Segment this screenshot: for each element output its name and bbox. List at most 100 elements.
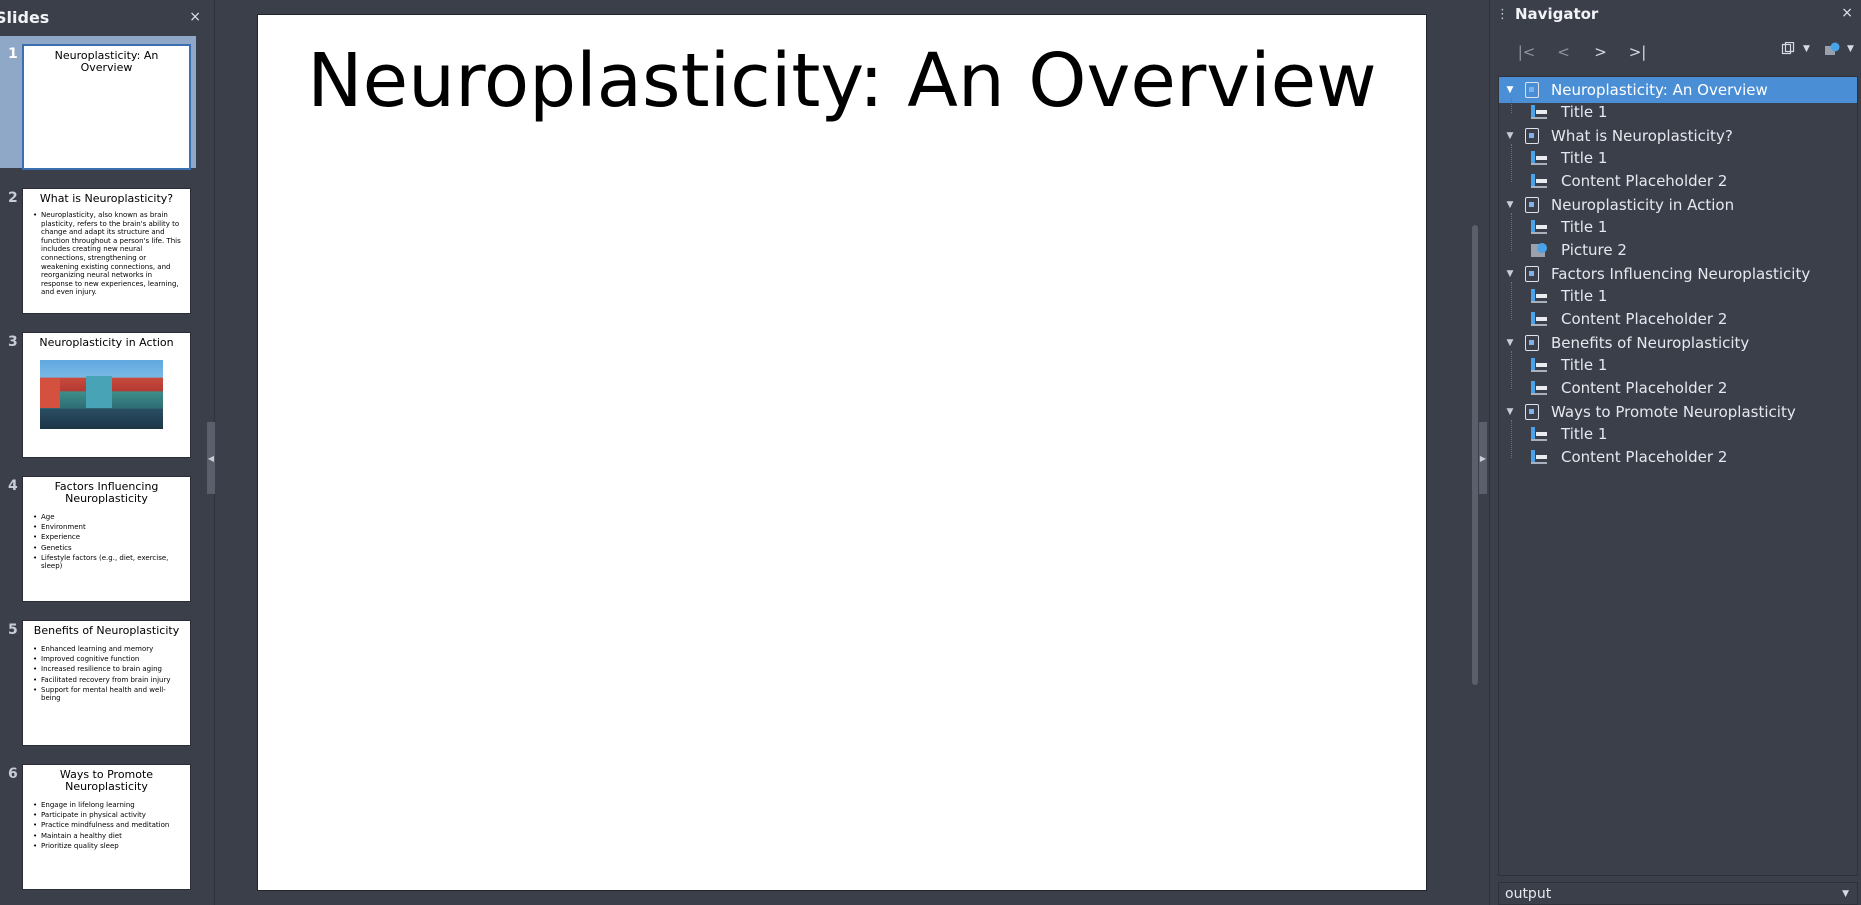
slide-thumbnail-row[interactable]: 3 Neuroplasticity in Action	[0, 324, 196, 458]
slide-thumbnail[interactable]: What is Neuroplasticity? Neuroplasticity,…	[22, 188, 191, 314]
navigator-slide-item[interactable]: ▼ Benefits of Neuroplasticity	[1499, 330, 1857, 356]
slide-title[interactable]: Neuroplasticity: An Overview	[258, 39, 1426, 123]
text-shape-icon	[1529, 380, 1549, 396]
picture-icon-circle	[1537, 242, 1547, 253]
picture-icon	[1529, 242, 1549, 258]
navigator-shape-item[interactable]: Content Placeholder 2	[1499, 445, 1857, 468]
slide-page-icon	[1525, 128, 1539, 144]
expand-toggle-icon[interactable]: ▼	[1506, 85, 1514, 95]
navigator-close-icon[interactable]: ×	[1841, 5, 1853, 21]
vertical-scrollbar-thumb[interactable]	[1472, 225, 1478, 685]
collapse-slides-pane-icon[interactable]: ◀	[207, 422, 215, 494]
navigator-shape-item[interactable]: Content Placeholder 2	[1499, 307, 1857, 330]
text-shape-icon-bar	[1536, 178, 1547, 183]
navigator-slide-item[interactable]: ▼ Factors Influencing Neuroplasticity	[1499, 261, 1857, 287]
text-shape-icon-bar	[1531, 357, 1535, 372]
drag-mode-svg	[1781, 42, 1795, 55]
navigator-shape-label: Content Placeholder 2	[1561, 447, 1728, 466]
navigator-slide-item[interactable]: ▼ Neuroplasticity: An Overview	[1499, 77, 1857, 103]
slide-thumbnail[interactable]: Factors Influencing NeuroplasticityAgeEn…	[22, 476, 191, 602]
navigator-picture-item[interactable]: Picture 2	[1499, 238, 1857, 261]
slide-thumbnail-title: Benefits of Neuroplasticity	[33, 624, 180, 637]
text-shape-icon-bar	[1531, 392, 1547, 395]
text-shape-icon-bar	[1531, 380, 1535, 395]
tree-guide-line	[1511, 98, 1512, 113]
text-shape-icon-bar	[1536, 224, 1547, 229]
navigator-slide-item[interactable]: ▼ Neuroplasticity in Action	[1499, 192, 1857, 218]
text-shape-icon-bar	[1531, 104, 1535, 119]
text-shape-icon-bar	[1531, 219, 1535, 234]
navigator-shape-item[interactable]: Title 1	[1499, 422, 1857, 445]
next-slide-button[interactable]: >	[1582, 38, 1619, 66]
slide-thumbnail-bullet: Prioritize quality sleep	[33, 842, 182, 851]
navigator-slide-item[interactable]: ▼ What is Neuroplasticity?	[1499, 123, 1857, 149]
document-select[interactable]: output ▼	[1498, 882, 1858, 905]
slide-thumbnail[interactable]: Neuroplasticity in Action	[22, 332, 191, 458]
slide-number: 3	[8, 334, 18, 350]
navigator-shape-item[interactable]: Content Placeholder 2	[1499, 169, 1857, 192]
slide-thumbnail-bullet: Lifestyle factors (e.g., diet, exercise,…	[33, 554, 182, 571]
slide-title-text: Neuroplasticity: An Overview	[307, 38, 1377, 124]
slide-thumbnail-body: AgeEnvironmentExperience GeneticsLifestyl…	[23, 505, 190, 571]
slide-thumbnail-bullet: Environment	[33, 523, 182, 532]
navigator-shape-item[interactable]: Title 1	[1499, 100, 1857, 123]
text-shape-icon-bar	[1536, 454, 1547, 459]
drag-mode-dropdown-icon[interactable]: ▼	[1803, 44, 1810, 54]
slide-thumbnail-picture	[40, 360, 163, 429]
navigator-tree: ▼ Neuroplasticity: An Overview Title 1 ▼ Wha…	[1498, 76, 1858, 876]
slide-thumbnail-title: Neuroplasticity: An Overview	[54, 49, 159, 74]
last-slide-button[interactable]: >|	[1619, 38, 1656, 66]
navigator-shape-label: Title 1	[1561, 355, 1608, 374]
navigator-shape-label: Content Placeholder 2	[1561, 309, 1728, 328]
text-shape-icon	[1529, 449, 1549, 465]
expand-toggle-icon[interactable]: ▼	[1506, 200, 1514, 210]
text-shape-icon-bar	[1531, 288, 1535, 303]
slide-thumbnail[interactable]: Neuroplasticity: An Overview	[22, 44, 191, 170]
text-shape-icon-bar	[1531, 369, 1547, 372]
slide-thumbnail-body: Enhanced learning and memoryImproved cog…	[23, 637, 190, 703]
navigator-slide-item[interactable]: ▼ Ways to Promote Neuroplasticity	[1499, 399, 1857, 425]
slide-number: 6	[8, 766, 18, 782]
navigator-slide-label: Benefits of Neuroplasticity	[1551, 334, 1750, 352]
navigator-shape-item[interactable]: Title 1	[1499, 284, 1857, 307]
expand-toggle-icon[interactable]: ▼	[1506, 338, 1514, 348]
slide-canvas[interactable]: Neuroplasticity: An Overview	[257, 14, 1427, 891]
shapes-icon[interactable]	[1821, 38, 1843, 60]
text-shape-icon-bar	[1531, 426, 1535, 441]
navigator-shape-item[interactable]: Title 1	[1499, 353, 1857, 376]
drag-mode-icon[interactable]	[1777, 38, 1799, 60]
slide-canvas-area: Neuroplasticity: An Overview	[215, 0, 1478, 905]
collapse-sidebar-icon[interactable]: ▶	[1479, 422, 1487, 494]
slide-thumbnail-row[interactable]: 2 What is Neuroplasticity? Neuroplasticity…	[0, 180, 196, 314]
navigator-shape-label: Title 1	[1561, 286, 1608, 305]
drag-handle-icon[interactable]: ⋮	[1496, 6, 1509, 22]
text-shape-icon-bar	[1531, 449, 1535, 464]
navigator-toolbar: |< < > >| ▼ ▼	[1490, 28, 1861, 76]
first-slide-button[interactable]: |<	[1508, 38, 1545, 66]
slide-number: 4	[8, 478, 18, 494]
slide-thumbnail-bullet: Facilitated recovery from brain injury	[33, 676, 182, 685]
text-shape-icon-bar	[1531, 150, 1535, 165]
navigator-shape-item[interactable]: Title 1	[1499, 215, 1857, 238]
navigator-header: ⋮ Navigator ×	[1490, 0, 1861, 28]
slide-thumbnail-body: Neuroplasticity, also known as brain pla…	[23, 205, 190, 297]
text-shape-icon-bar	[1531, 461, 1547, 464]
text-shape-icon-bar	[1531, 311, 1535, 326]
navigator-shape-item[interactable]: Title 1	[1499, 146, 1857, 169]
slides-pane-close-icon[interactable]: ×	[189, 9, 201, 25]
expand-toggle-icon[interactable]: ▼	[1506, 131, 1514, 141]
expand-toggle-icon[interactable]: ▼	[1506, 407, 1514, 417]
slide-thumbnail-bullet: Participate in physical activity	[33, 811, 182, 820]
previous-slide-button[interactable]: <	[1545, 38, 1582, 66]
expand-toggle-icon[interactable]: ▼	[1506, 269, 1514, 279]
slide-thumbnail[interactable]: Benefits of NeuroplasticityEnhanced lear…	[22, 620, 191, 746]
slide-thumbnail-bullet: Improved cognitive function	[33, 655, 182, 664]
shapes-dropdown-icon[interactable]: ▼	[1847, 44, 1854, 54]
slide-thumbnail[interactable]: Ways to Promote NeuroplasticityEngage in…	[22, 764, 191, 890]
slide-thumbnail-row[interactable]: 1 Neuroplasticity: An Overview	[0, 36, 196, 170]
text-shape-icon-bar	[1536, 316, 1547, 321]
navigator-shape-item[interactable]: Content Placeholder 2	[1499, 376, 1857, 399]
